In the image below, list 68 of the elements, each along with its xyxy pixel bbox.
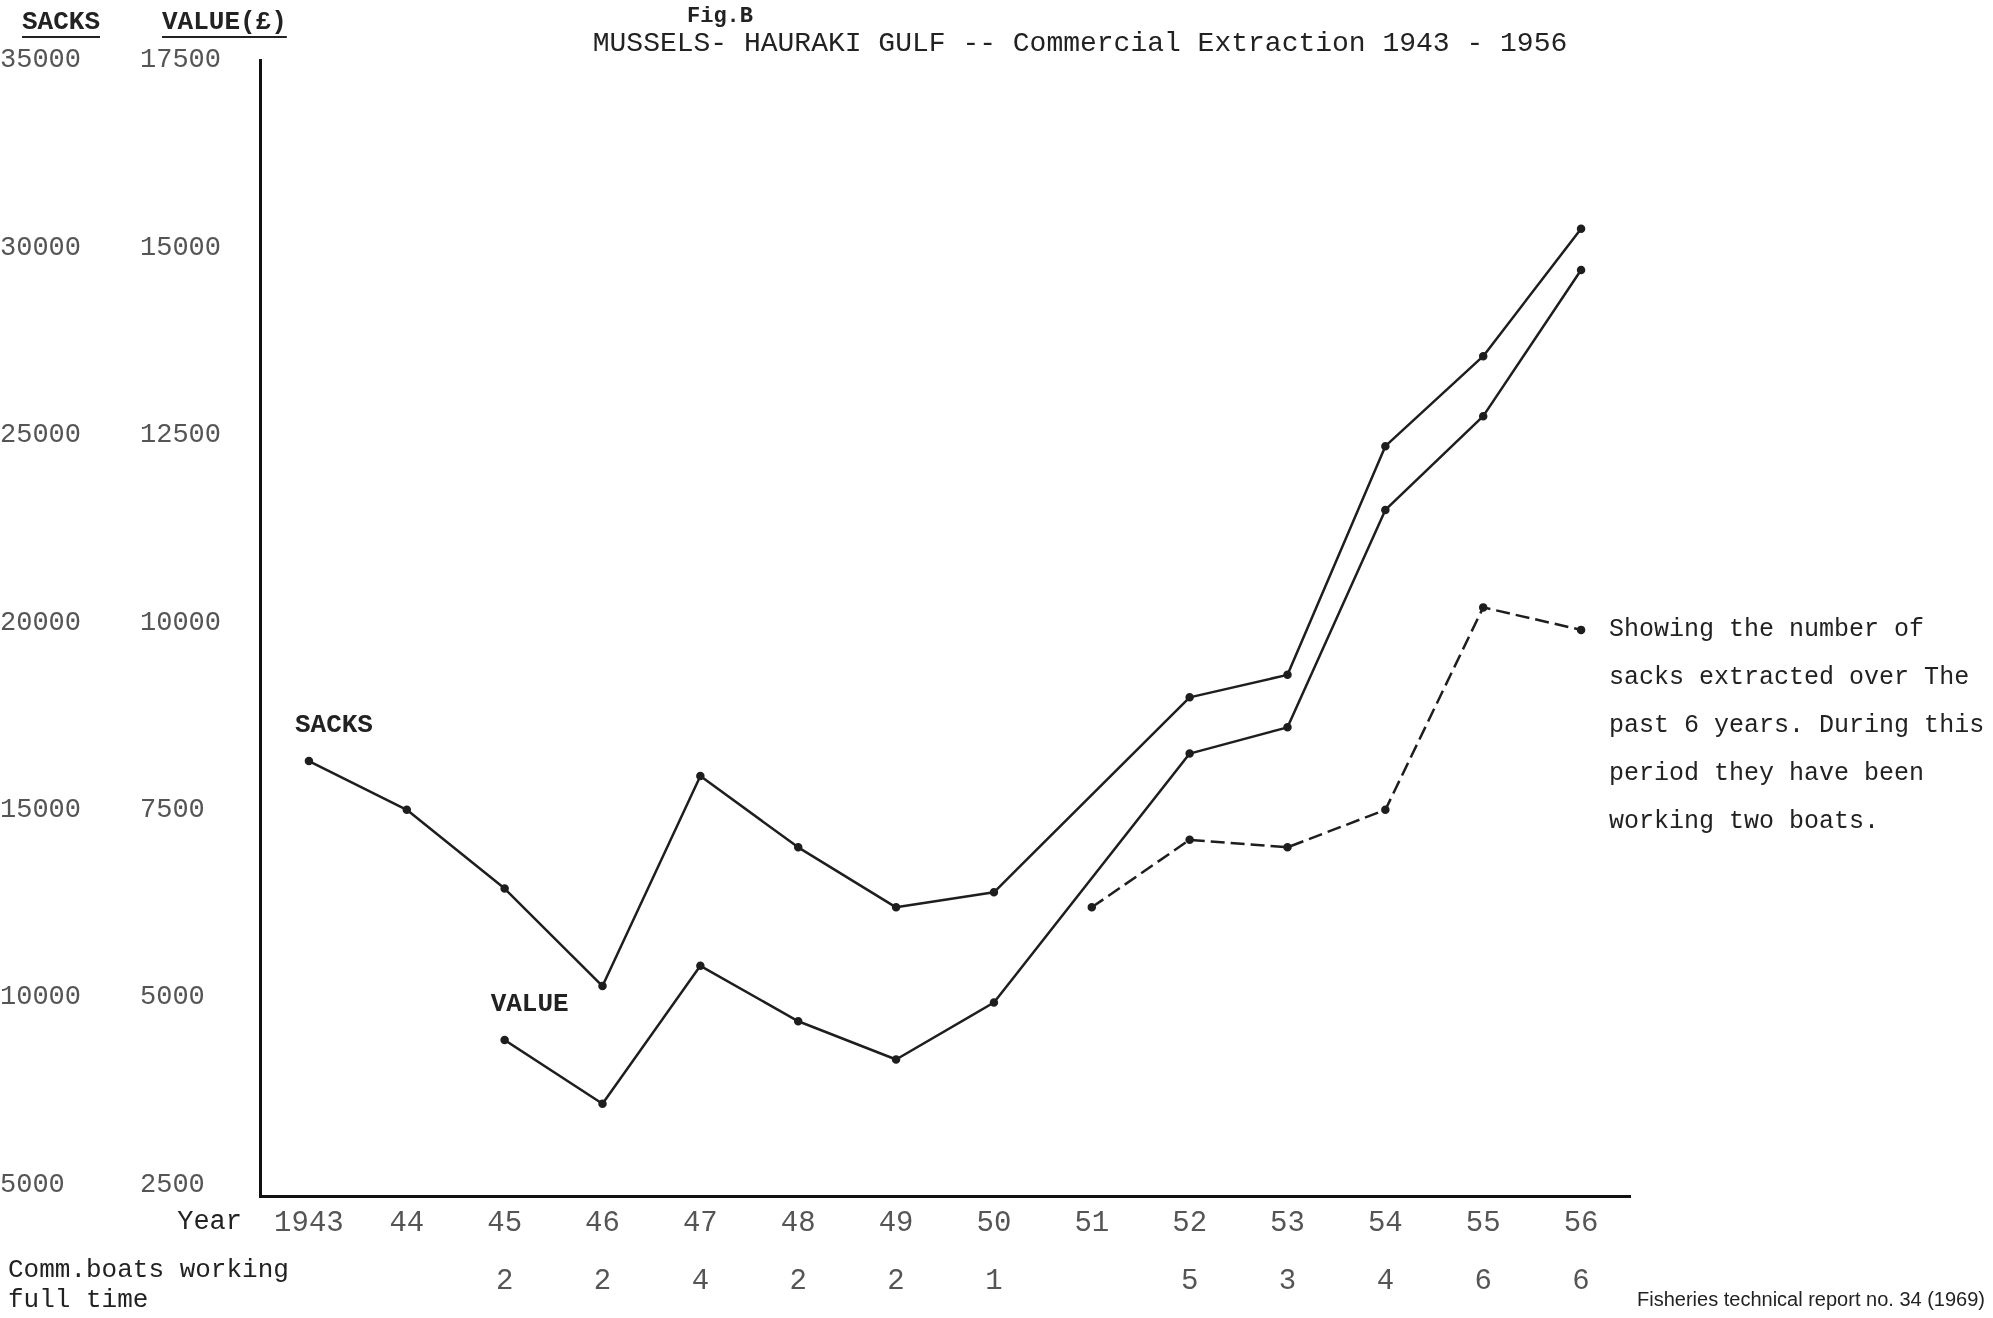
y2-axis-title: VALUE(£) — [162, 6, 287, 37]
y-tick-label: 25000 — [0, 420, 82, 451]
x-tick-label: 56 6 — [1563, 1206, 1599, 1298]
point — [1478, 411, 1488, 421]
x-tick-label: 53 3 — [1270, 1206, 1305, 1298]
point — [1087, 903, 1097, 912]
x-tick-label: 48 2 — [780, 1206, 816, 1298]
x-tick-label: 1943 — [274, 1206, 344, 1240]
point — [989, 888, 999, 897]
point — [598, 1099, 607, 1109]
text: Fisheries technical report no. 34 (1969) — [1637, 1287, 1985, 1310]
point — [891, 1055, 901, 1064]
point — [793, 843, 803, 852]
x-tick-label: 51 — [1074, 1206, 1110, 1240]
series-label: SACKS — [294, 709, 373, 740]
y2-tick-label: 12500 — [140, 420, 222, 451]
point — [402, 805, 412, 815]
point — [891, 903, 901, 912]
point — [1576, 224, 1586, 233]
point — [696, 771, 705, 781]
x-tick-label: 44 — [389, 1206, 425, 1240]
point — [598, 981, 607, 991]
y-tick-label: 10000 — [0, 982, 82, 1013]
point — [989, 998, 999, 1007]
y-tick-label: 20000 — [0, 607, 82, 638]
point — [1576, 265, 1586, 275]
point — [1283, 843, 1292, 852]
chart-title: MUSSELS- HAURAKI GULF -- Commercial Extraction 1943 - 1956 — [592, 28, 1568, 60]
annotation: Showing the number of sacks extracted over The past 6 years. During this period they have been working two boats. — [1609, 615, 1985, 837]
x-tick-label: 50 1 — [976, 1206, 1012, 1298]
y-tick-label: 30000 — [0, 232, 82, 263]
y-tick-label: 35000 — [0, 45, 82, 76]
chart-subtitle: Fig.B — [686, 3, 754, 29]
y-axis-title: SACKS — [22, 6, 101, 37]
point — [1185, 835, 1194, 845]
y2-tick-label: 10000 — [140, 607, 222, 638]
y2-tick-label: 15000 — [140, 232, 222, 263]
x-tick-label: 47 4 — [682, 1206, 718, 1298]
y-tick-label: 5000 — [0, 1169, 65, 1200]
point — [1576, 625, 1586, 635]
point — [1185, 693, 1194, 702]
y2-tick-label: 2500 — [140, 1169, 205, 1200]
point — [304, 756, 314, 766]
point — [1478, 603, 1488, 612]
series-label: VALUE — [490, 988, 569, 1019]
y2-tick-label: 17500 — [140, 45, 222, 76]
x-tick-label: 45 2 — [487, 1206, 523, 1298]
point — [1478, 351, 1488, 361]
x-tick-label: 46 2 — [585, 1206, 620, 1298]
point — [500, 1035, 509, 1045]
point — [1283, 670, 1292, 680]
point — [500, 884, 509, 893]
point — [1283, 723, 1292, 732]
x-tick-label: 49 2 — [878, 1206, 914, 1298]
point — [696, 961, 705, 971]
text: Comm.boats working full time — [8, 1254, 289, 1315]
x-tick-label: 52 5 — [1172, 1206, 1208, 1298]
x-axis-title: Year — [177, 1207, 242, 1238]
point — [1381, 805, 1390, 815]
y2-tick-label: 5000 — [140, 982, 205, 1013]
x-tick-label: 55 6 — [1465, 1206, 1501, 1298]
point — [1381, 505, 1390, 515]
y-tick-label: 15000 — [0, 794, 82, 825]
point — [793, 1017, 803, 1026]
x-tick-label: 54 4 — [1367, 1206, 1403, 1298]
point — [1185, 749, 1194, 758]
point — [1381, 441, 1390, 451]
y2-tick-label: 7500 — [140, 794, 205, 825]
